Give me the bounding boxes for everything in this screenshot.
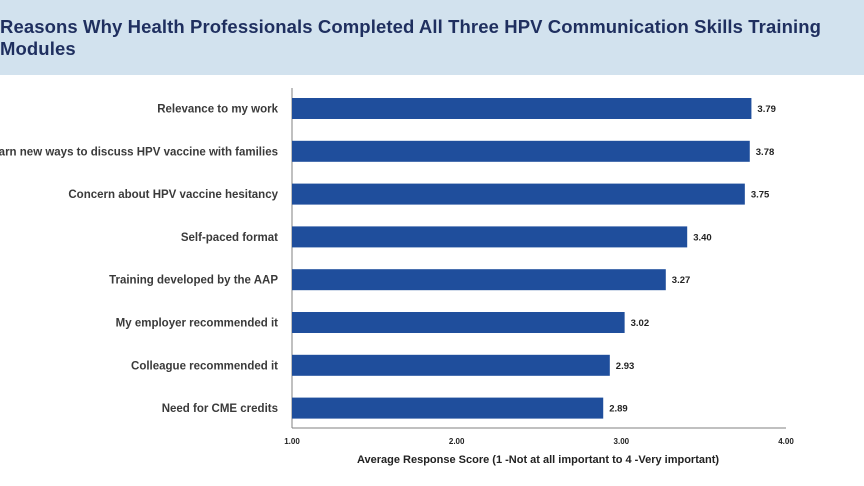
bar xyxy=(292,183,745,205)
x-tick-label: 2.00 xyxy=(449,437,465,446)
data-label: 3.75 xyxy=(751,190,770,201)
x-tick-label: 1.00 xyxy=(284,437,300,446)
category-label: Learn new ways to discuss HPV vaccine wi… xyxy=(0,146,278,158)
bar xyxy=(292,226,688,248)
chart-title: Reasons Why Health Professionals Complet… xyxy=(0,15,822,59)
bar xyxy=(292,312,625,333)
x-axis-title: Average Response Score (1 -Not at all im… xyxy=(357,454,719,466)
data-label: 3.02 xyxy=(631,318,650,329)
bar xyxy=(292,98,752,119)
x-tick-label: 3.00 xyxy=(614,437,630,446)
chart-header: Reasons Why Health Professionals Complet… xyxy=(0,0,864,75)
bar xyxy=(292,397,604,419)
data-label: 3.79 xyxy=(757,104,776,115)
data-label: 3.40 xyxy=(693,232,712,243)
category-label: Need for CME credits xyxy=(162,403,278,415)
bar-chart: Relevance to my work 3.79 Learn new ways t… xyxy=(0,88,794,466)
data-label: 3.78 xyxy=(756,147,775,158)
x-tick-label: 4.00 xyxy=(778,437,794,446)
category-label: Relevance to my work xyxy=(157,104,278,116)
bar xyxy=(292,140,750,162)
data-label: 2.89 xyxy=(609,404,628,415)
category-label: Self-paced format xyxy=(181,232,278,244)
bar xyxy=(292,354,610,376)
category-label: Concern about HPV vaccine hesitancy xyxy=(68,189,278,201)
data-label: 3.27 xyxy=(672,275,691,286)
category-label: Colleague recommended it xyxy=(131,360,278,372)
category-label: My employer recommended it xyxy=(116,318,278,330)
bar xyxy=(292,269,666,291)
category-label: Training developed by the AAP xyxy=(109,275,278,287)
data-label: 2.93 xyxy=(616,361,635,372)
